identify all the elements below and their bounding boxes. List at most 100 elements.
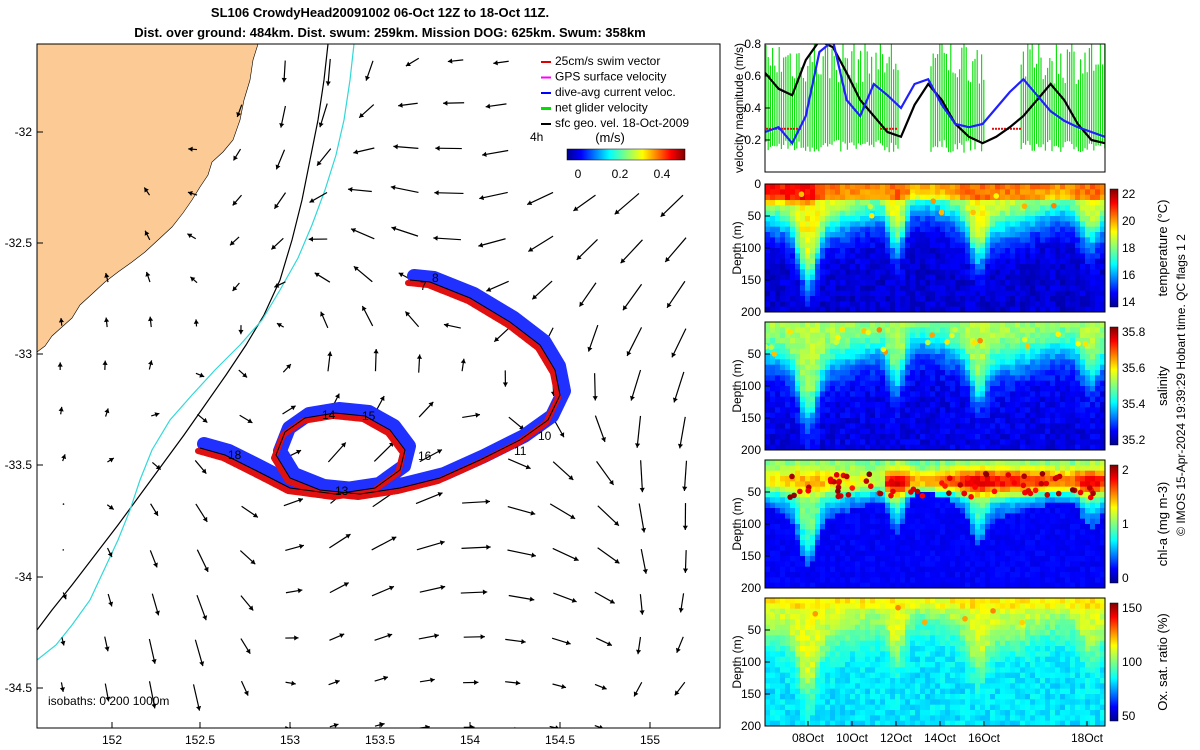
section-cell: [845, 332, 851, 339]
section-cell: [825, 375, 831, 382]
section-cell: [835, 343, 841, 350]
section-cell: [915, 550, 921, 557]
section-cell: [1040, 322, 1046, 328]
section-cell: [980, 428, 986, 435]
section-cell: [900, 412, 906, 419]
section-cell: [930, 343, 936, 350]
section-cell: [920, 348, 926, 355]
section-cell: [915, 439, 921, 446]
section-cell: [1080, 423, 1086, 430]
section-cell: [980, 364, 986, 371]
section-cell: [1065, 290, 1071, 297]
velocity-arrow: [327, 442, 347, 463]
section-cell: [820, 364, 826, 371]
section-cell: [840, 481, 846, 488]
section-cell: [840, 264, 846, 270]
section-cell: [920, 264, 926, 270]
section-cell: [785, 269, 791, 276]
section-cell: [960, 396, 966, 403]
section-cell: [940, 561, 946, 568]
section-cell: [935, 269, 941, 276]
section-cell: [900, 402, 906, 408]
section-cell: [1030, 428, 1036, 435]
section-cell: [795, 264, 801, 270]
section-cell: [960, 290, 966, 297]
section-cell: [810, 407, 816, 414]
section-cell: [840, 386, 846, 392]
section-cell: [870, 497, 876, 504]
section-cell: [775, 439, 781, 446]
section-cell: [865, 210, 871, 217]
section-cell: [1090, 348, 1096, 355]
section-dot: [1051, 202, 1057, 209]
section-cell: [800, 194, 806, 201]
section-cell: [990, 285, 996, 292]
section-cell: [835, 253, 841, 260]
section-cell: [955, 248, 961, 254]
section-cell: [955, 534, 961, 541]
section-cell: [985, 258, 991, 265]
section-cell: [885, 423, 891, 430]
section-cell: [980, 348, 986, 355]
section-cell: [1100, 418, 1105, 424]
section-cell: [870, 391, 876, 398]
section-cell: [1000, 301, 1006, 308]
section-cell: [1025, 359, 1031, 366]
section-cell: [880, 428, 886, 435]
section-cell: [970, 460, 976, 466]
section-cell: [1095, 428, 1101, 435]
section-cell: [950, 566, 956, 573]
section-cell: [905, 481, 911, 488]
section-cell: [990, 274, 996, 281]
section-cell: [1080, 274, 1086, 281]
section-cell: [990, 264, 996, 270]
section-cell: [890, 518, 896, 525]
section-cell: [1015, 423, 1021, 430]
section-cell: [770, 242, 776, 249]
section-cell: [825, 518, 831, 525]
section-cell: [795, 194, 801, 201]
section-cell: [790, 518, 796, 525]
section-cell: [845, 364, 851, 371]
arrow-head: [677, 443, 684, 449]
section-cell: [895, 221, 901, 228]
section-cell: [890, 391, 896, 398]
section-cell: [905, 184, 911, 190]
section-cell: [810, 375, 816, 382]
section-cell: [960, 343, 966, 350]
section-cell: [990, 402, 996, 408]
section-cell: [1080, 327, 1086, 334]
velocity-arrow: [390, 186, 419, 194]
section-cell: [1015, 232, 1021, 238]
day-label: 16: [418, 449, 432, 463]
section-cell: [955, 274, 961, 281]
section-cell: [915, 296, 921, 302]
section-cell: [915, 492, 921, 498]
arrow-head: [236, 112, 242, 117]
section-cell: [815, 460, 821, 466]
section-cell: [960, 375, 966, 382]
section-cell: [865, 545, 871, 552]
section-cell: [930, 550, 936, 557]
arrow-head: [232, 200, 238, 206]
arrow-head: [274, 203, 280, 209]
section-cell: [880, 189, 886, 196]
section-cell: [940, 301, 946, 308]
arrow-head: [144, 187, 149, 193]
section-cell: [980, 439, 986, 446]
section-cell: [940, 290, 946, 297]
velocity-arrow: [507, 549, 537, 557]
section-cell: [785, 561, 791, 568]
section-cell: [1095, 242, 1101, 249]
section-cell: [940, 402, 946, 408]
section-cell: [1050, 269, 1056, 276]
section-cell: [1065, 348, 1071, 355]
section-cell: [980, 242, 986, 249]
section-cell: [1005, 359, 1011, 366]
section-cell: [815, 194, 821, 201]
section-cell: [855, 248, 861, 254]
section-cell: [825, 359, 831, 366]
section-cell: [880, 296, 886, 302]
section-cell: [865, 386, 871, 392]
velocity-arrow: [640, 460, 644, 493]
